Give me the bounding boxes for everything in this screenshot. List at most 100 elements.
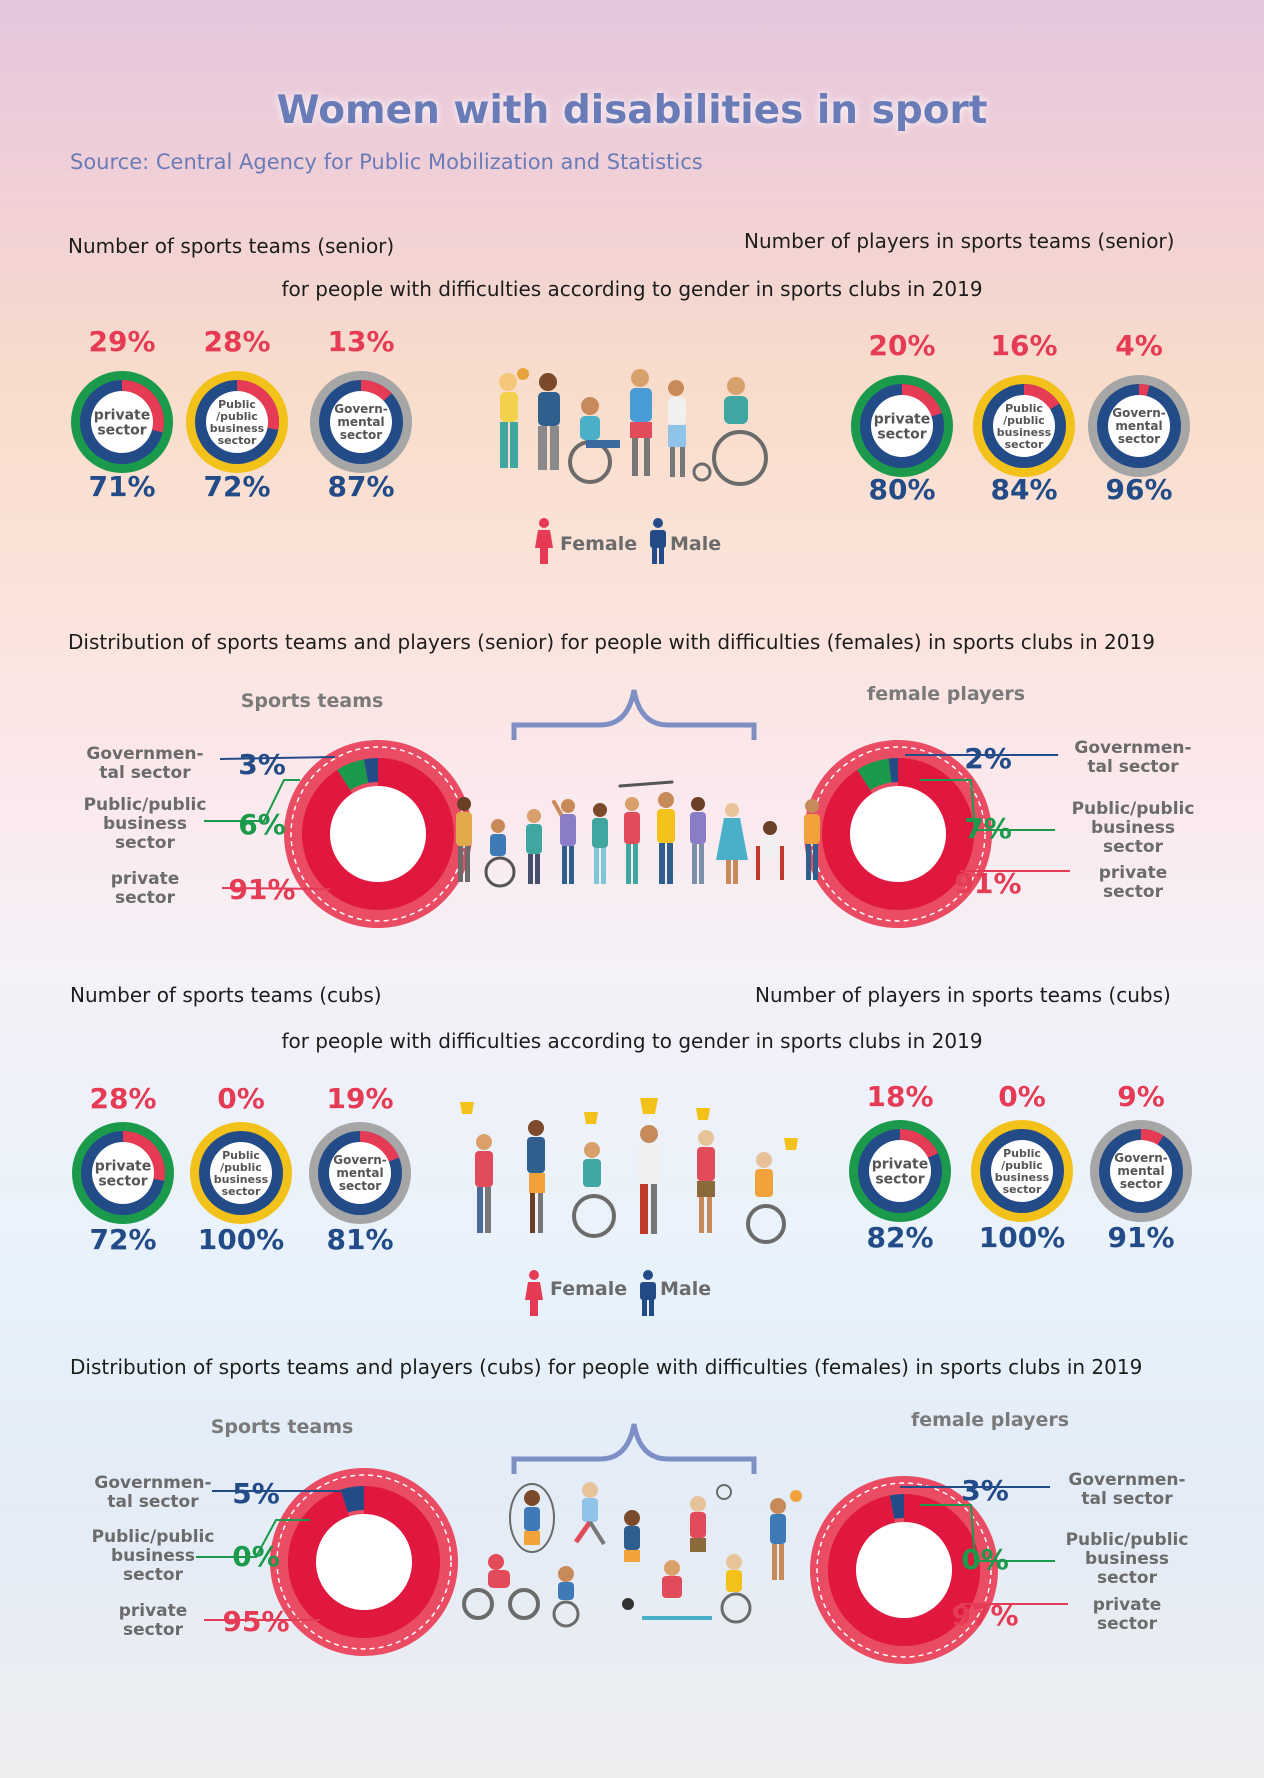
legend-female-label: Female <box>560 533 638 555</box>
wheelchair-athlete <box>552 1566 580 1628</box>
crowd-figure <box>456 797 472 882</box>
female-icon <box>525 1270 543 1316</box>
male-percent-label: 87% <box>327 470 395 503</box>
sector-label: Governmen-tal sector <box>94 1473 212 1512</box>
trophy-figure <box>638 1098 660 1234</box>
senior-teams-title: Sports teams <box>240 690 384 712</box>
sector-label: business <box>214 1173 269 1186</box>
cyclist-figure <box>462 1554 540 1620</box>
legend-male-label: Male <box>670 533 722 555</box>
donut-center <box>1108 395 1170 457</box>
trophy-figure <box>527 1120 545 1233</box>
sector-label: private <box>95 1158 152 1174</box>
female-percent-label: 28% <box>89 1082 157 1115</box>
leader-line <box>920 1504 1055 1562</box>
volleyball-figure <box>770 1490 802 1580</box>
crowd-figure <box>716 803 748 884</box>
sector-label: private sector <box>118 1601 188 1640</box>
female-icon <box>535 518 553 564</box>
sector-label: Public/public business sector <box>91 1526 215 1585</box>
leader-line <box>196 1519 310 1558</box>
wheelchair-athlete <box>572 1112 616 1238</box>
trophy-figure <box>460 1102 493 1233</box>
sector-label: private <box>874 411 931 427</box>
sector-label: sector <box>1003 1183 1042 1196</box>
donut-center <box>850 786 946 882</box>
slice-percent-label: 6% <box>238 808 286 841</box>
leader-line <box>920 779 1055 831</box>
donut-slice <box>301 758 454 910</box>
senior-distribution-heading: Distribution of sports teams and players… <box>68 630 1155 654</box>
donut-slice <box>828 1494 981 1646</box>
bracket-decoration <box>511 1423 757 1474</box>
donut-center <box>869 1140 931 1202</box>
donut-slice <box>889 1494 904 1519</box>
sector-label: business <box>997 426 1052 439</box>
sector-label: Governmen-tal sector <box>1074 738 1192 777</box>
sector-label: Govern- <box>334 402 388 416</box>
sector-label: Public <box>218 398 256 411</box>
senior-teams-heading: Number of sports teams (senior) <box>68 234 395 258</box>
sector-label: /public <box>1001 1159 1043 1172</box>
slice-percent-label: 5% <box>232 1477 280 1510</box>
distribution-donut <box>804 740 992 928</box>
athlete-figure <box>668 380 686 477</box>
donut-slice <box>363 758 378 783</box>
crowd-figure <box>592 803 608 884</box>
female-percent-label: 16% <box>990 329 1058 362</box>
slice-percent-label: 3% <box>238 748 286 781</box>
sector-label: mental <box>337 415 384 429</box>
crowd-figure <box>657 792 675 884</box>
sector-label: /public <box>220 1161 262 1174</box>
donut-slice <box>821 758 974 910</box>
runner-figure <box>573 1482 606 1546</box>
cubs-players-heading: Number of players in sports teams (cubs) <box>755 983 1171 1007</box>
cubs-distribution-heading: Distribution of sports teams and players… <box>70 1355 1143 1379</box>
male-percent-label: 84% <box>990 473 1058 506</box>
male-icon <box>640 1270 656 1316</box>
donut-center <box>1110 1140 1172 1202</box>
donut-center <box>210 1142 272 1204</box>
donut-slice <box>337 759 369 791</box>
sports-activity-illustration <box>462 1482 802 1628</box>
male-percent-label: 71% <box>88 470 156 503</box>
sector-label: Public <box>1005 402 1043 415</box>
male-percent-label: 80% <box>868 473 936 506</box>
cubs-players-title: female players <box>910 1409 1070 1431</box>
slice-percent-label: 2% <box>964 742 1012 775</box>
male-percent-label: 100% <box>197 1223 285 1256</box>
sector-label: /public <box>216 410 258 423</box>
leader-line <box>204 779 300 822</box>
male-percent-label: 81% <box>326 1223 394 1256</box>
athlete-figure <box>538 373 560 470</box>
cubs-teams-title: Sports teams <box>210 1416 354 1438</box>
sector-label: private sector <box>110 869 180 908</box>
wheelchair-athlete <box>692 377 768 486</box>
female-percent-label: 28% <box>203 325 271 358</box>
sector-label: mental <box>1115 419 1162 433</box>
crowd-figure <box>804 799 820 880</box>
distribution-donut <box>810 1476 998 1664</box>
female-percent-label: 18% <box>866 1080 934 1113</box>
slice-percent-label: 0% <box>961 1543 1009 1576</box>
slice-percent-label: 3% <box>961 1474 1009 1507</box>
bracket-decoration <box>511 689 757 740</box>
crowd-figure <box>552 799 576 884</box>
donut-center <box>993 395 1055 457</box>
athlete-figure <box>630 369 652 476</box>
slice-percent-label: 97% <box>951 1599 1019 1632</box>
senior-players-title: female players <box>866 683 1026 705</box>
sector-label: Govern- <box>1112 406 1166 420</box>
donut-dashed-ring <box>276 1474 452 1650</box>
female-percent-label: 20% <box>868 329 936 362</box>
wheelchair-athlete <box>568 397 620 484</box>
male-icon <box>650 518 666 564</box>
page-title: Women with disabilities in sport <box>276 88 988 133</box>
sector-label: private sector <box>1092 1595 1162 1634</box>
